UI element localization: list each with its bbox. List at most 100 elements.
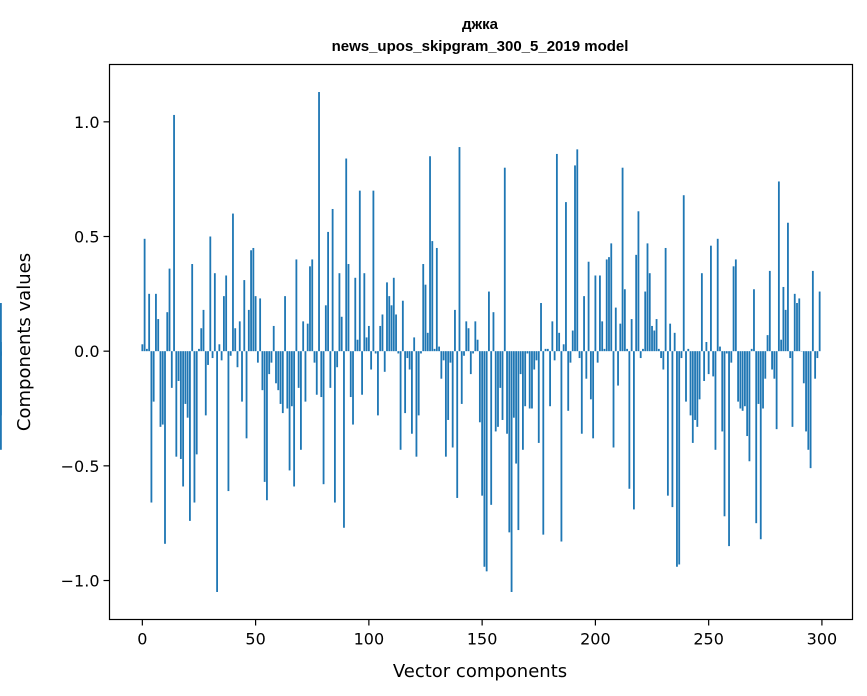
bar: [610, 243, 613, 352]
bar: [458, 147, 461, 352]
bar: [599, 275, 601, 352]
bar: [533, 351, 536, 370]
bar: [363, 273, 366, 352]
bar: [628, 351, 631, 489]
bar: [589, 351, 592, 400]
bar: [209, 236, 212, 352]
bar: [816, 351, 819, 359]
bar: [372, 190, 375, 352]
bar: [719, 346, 721, 352]
bar: [313, 351, 316, 363]
bar: [272, 325, 275, 352]
bar: [503, 167, 506, 352]
bar: [811, 270, 814, 352]
bar: [232, 213, 234, 352]
bar: [234, 328, 237, 352]
bar: [542, 351, 545, 535]
bar: [664, 247, 667, 352]
bar: [739, 351, 742, 409]
bar: [322, 351, 325, 485]
bar: [777, 181, 780, 352]
bar: [193, 351, 196, 503]
bar: [286, 351, 289, 409]
bar: [336, 351, 339, 368]
bar: [424, 284, 427, 352]
bar: [279, 351, 282, 404]
bar: [805, 351, 807, 432]
bar: [413, 337, 416, 352]
bar: [311, 259, 314, 352]
bar: [184, 351, 187, 404]
bar: [608, 257, 610, 352]
bar: [297, 351, 300, 388]
bar: [549, 351, 551, 407]
bar: [361, 351, 363, 395]
bar: [476, 339, 479, 352]
bar: [594, 275, 597, 352]
bar: [793, 293, 796, 352]
bar: [737, 351, 740, 402]
bar: [481, 351, 484, 496]
bar: [614, 307, 617, 352]
bar: [275, 351, 277, 384]
y-tick-label: −1.0: [61, 572, 100, 591]
bar: [433, 348, 436, 352]
bar: [682, 195, 685, 352]
bar: [576, 149, 579, 352]
bar: [519, 351, 522, 375]
bar: [734, 259, 737, 352]
bar: [748, 351, 751, 462]
bar: [150, 351, 153, 503]
x-tick-label: 100: [354, 630, 385, 649]
bar: [603, 348, 606, 352]
bar: [164, 351, 166, 544]
bar: [524, 351, 527, 407]
bar: [494, 351, 497, 432]
bar: [159, 351, 162, 427]
bar: [705, 342, 708, 352]
bar: [374, 351, 377, 354]
x-tick-label: 0: [137, 630, 147, 649]
bar: [637, 211, 640, 352]
bar: [460, 351, 463, 404]
bar: [537, 351, 540, 443]
bar: [358, 190, 361, 352]
bar: [161, 351, 164, 425]
bar: [612, 351, 615, 448]
bar: [186, 351, 189, 418]
bar: [472, 351, 474, 354]
bar: [429, 156, 431, 352]
bar: [467, 328, 470, 352]
bar: [408, 351, 411, 370]
bar: [721, 351, 724, 432]
bar: [338, 273, 341, 352]
bar: [411, 351, 413, 434]
x-tick-label: 250: [693, 630, 724, 649]
bar: [268, 351, 271, 375]
bar: [377, 351, 379, 416]
bar: [143, 238, 146, 352]
bar: [329, 351, 332, 388]
bar: [583, 296, 585, 352]
bar: [546, 348, 549, 352]
bar: [723, 351, 726, 517]
bar: [488, 291, 490, 352]
bar: [277, 351, 280, 391]
bar: [678, 351, 681, 565]
bar: [685, 351, 687, 402]
bar: [660, 351, 662, 359]
bar: [349, 351, 352, 398]
x-axis-label: Vector components: [393, 661, 567, 682]
bar: [415, 351, 418, 457]
bar: [619, 323, 622, 352]
bar: [367, 325, 370, 352]
bar: [655, 319, 658, 352]
bar: [508, 351, 511, 533]
bar: [250, 250, 252, 352]
bar: [673, 332, 676, 352]
bar: [780, 339, 783, 352]
bar: [343, 351, 345, 528]
bar: [617, 351, 619, 386]
bar: [182, 351, 185, 487]
bar: [390, 305, 393, 352]
